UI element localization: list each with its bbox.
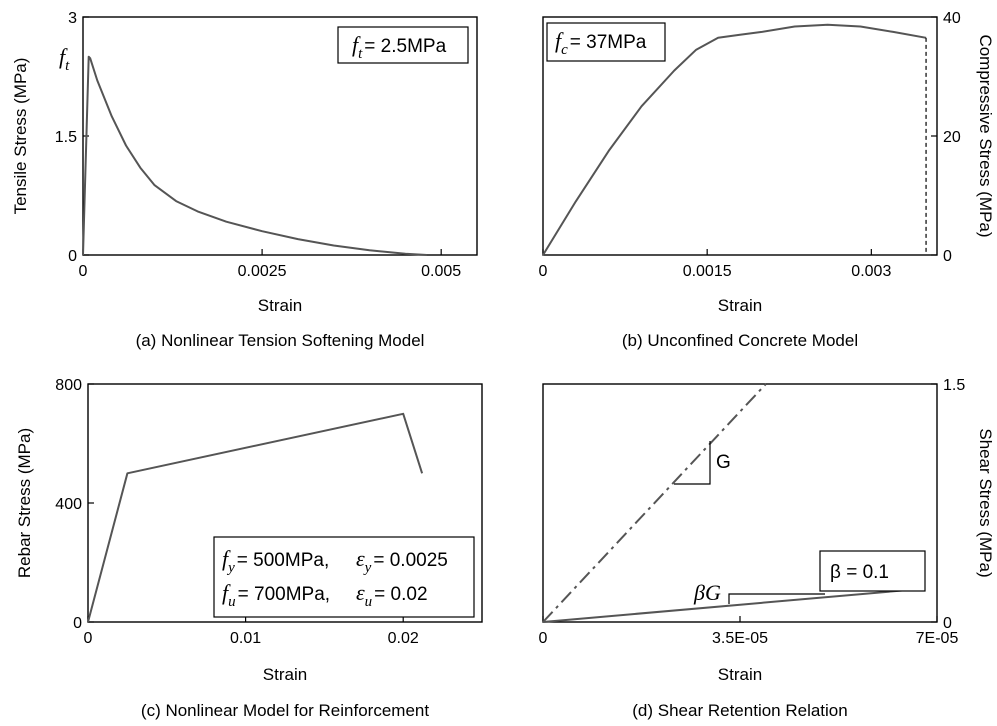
x-tick-label: 0 xyxy=(79,263,88,280)
annotation-box xyxy=(819,550,926,592)
series-line-1 xyxy=(87,412,424,623)
legend-line-1-b: εy = 0.0025 xyxy=(356,546,448,576)
series-line-2 xyxy=(542,587,923,623)
x-tick-label: 0.0025 xyxy=(238,263,287,280)
x-tick-label: 0 xyxy=(539,263,548,280)
legend-line-2-b: εu = 0.02 xyxy=(356,580,428,610)
x-axis-title: Strain xyxy=(263,665,307,684)
annotation-box xyxy=(546,22,666,62)
chart-panel-2: 0 0.0015 0.003 0 20 40 Strain Compressive Stres… xyxy=(539,10,995,350)
y-tick-label: 40 xyxy=(943,10,961,27)
legend-line-2-a: fu = 700MPa, xyxy=(222,580,330,610)
y-axis-title: Rebar Stress (MPa) xyxy=(15,428,34,578)
y-tick-label: 20 xyxy=(943,129,961,146)
y-axis-title: Shear Stress (MPa) xyxy=(976,428,995,577)
chart-panel-1: 0 0.0025 0.005 0 1.5 3 Strain Tensile Stress (M… xyxy=(11,10,478,350)
y-tick-label: 0 xyxy=(943,248,952,265)
y-tick-label: 1.5 xyxy=(943,377,965,394)
panel-caption: (d) Shear Retention Relation xyxy=(632,701,847,720)
x-tick-label: 0.0015 xyxy=(683,263,732,280)
annotation-box xyxy=(337,26,469,64)
x-axis-title: Strain xyxy=(258,296,302,315)
x-tick-label: 0 xyxy=(84,630,93,647)
panel-caption: (b) Unconfined Concrete Model xyxy=(622,331,858,350)
annotation-text: ft = 2.5MPa xyxy=(352,32,447,62)
x-tick-label: 0.01 xyxy=(230,630,261,647)
peak-label: ft xyxy=(59,44,70,74)
series-line-1 xyxy=(542,383,767,623)
y-tick-label: 400 xyxy=(55,496,82,513)
x-tick-label: 7E-05 xyxy=(916,630,959,647)
panel-caption: (c) Nonlinear Model for Reinforcement xyxy=(141,701,429,720)
legend-box xyxy=(213,536,475,618)
series-line-1 xyxy=(82,55,427,256)
series-line-1 xyxy=(542,23,927,256)
slope-triangle-g xyxy=(674,441,711,485)
legend-line-1-a: fy = 500MPa, xyxy=(222,546,329,576)
y-axis-title: Tensile Stress (MPa) xyxy=(11,58,30,215)
slope-triangle-beta-g xyxy=(728,593,825,604)
annotation-text: fc = 37MPa xyxy=(555,28,647,58)
y-tick-label: 1.5 xyxy=(55,129,77,146)
y-axis-title: Compressive Stress (MPa) xyxy=(976,34,995,237)
x-tick-label: 0.005 xyxy=(421,263,461,280)
y-tick-label: 800 xyxy=(55,377,82,394)
x-tick-label: 0.003 xyxy=(851,263,891,280)
chart-panel-3: 0 0.01 0.02 0 400 800 Strain Rebar Stress (MPa)… xyxy=(15,377,483,720)
annotation-text: β = 0.1 xyxy=(830,562,889,583)
y-tick-label: 0 xyxy=(73,615,82,632)
x-axis-title: Strain xyxy=(718,665,762,684)
label-beta-g: βG xyxy=(693,580,721,605)
y-tick-label: 3 xyxy=(68,10,77,27)
x-tick-label: 0.02 xyxy=(388,630,419,647)
panel-caption: (a) Nonlinear Tension Softening Model xyxy=(136,331,425,350)
x-tick-label: 0 xyxy=(539,630,548,647)
y-tick-label: 0 xyxy=(68,248,77,265)
x-tick-label: 3.5E-05 xyxy=(712,630,768,647)
y-tick-label: 0 xyxy=(943,615,952,632)
x-axis-title: Strain xyxy=(718,296,762,315)
label-g: G xyxy=(716,452,731,473)
